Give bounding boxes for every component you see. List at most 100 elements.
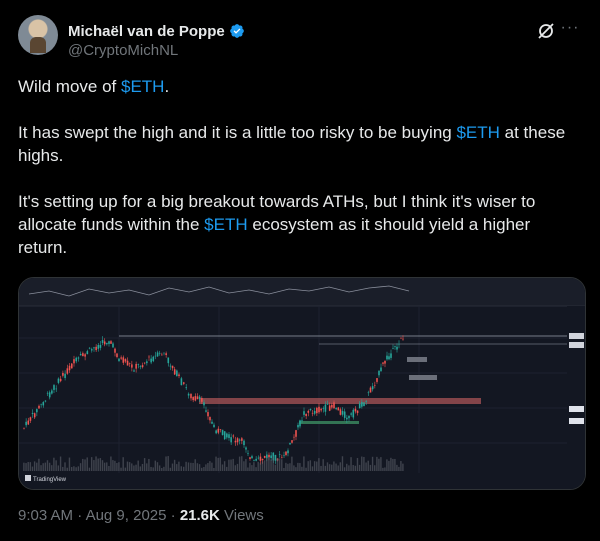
volume-bar: [126, 461, 129, 471]
volume-bar: [230, 459, 232, 471]
volume-bar: [316, 461, 318, 471]
cashtag-link[interactable]: $ETH: [204, 215, 248, 234]
volume-bar: [128, 462, 131, 471]
volume-bar: [396, 464, 398, 471]
volume-bar: [331, 464, 333, 471]
volume-bar: [141, 463, 144, 471]
author-handle[interactable]: @CryptoMichNL: [68, 42, 179, 59]
volume-bar: [223, 461, 226, 471]
volume-bar: [402, 463, 404, 471]
volume-bar: [209, 461, 211, 471]
cashtag-link[interactable]: $ETH: [120, 77, 165, 96]
candle-body: [108, 341, 110, 344]
volume-bar: [90, 457, 93, 471]
candle-body: [322, 408, 325, 409]
candle-body: [311, 412, 314, 414]
volume-bar: [247, 467, 249, 471]
cashtag-link[interactable]: $ETH: [456, 123, 500, 142]
candle-body: [297, 424, 299, 428]
candle-body: [27, 420, 30, 425]
volume-bar: [108, 465, 110, 471]
candle-body: [230, 437, 232, 443]
volume-bar: [51, 465, 53, 471]
candle-body: [205, 410, 207, 412]
label-box: [407, 357, 427, 362]
author-avatar[interactable]: [18, 15, 58, 55]
candle-body: [324, 404, 327, 412]
candle-body: [112, 343, 114, 348]
candle-body: [309, 408, 312, 411]
candle-body: [139, 366, 142, 367]
volume-bar: [226, 466, 228, 471]
volume-bar: [143, 458, 146, 471]
volume-bar: [309, 460, 312, 471]
volume-bar: [270, 459, 272, 471]
author-display-name[interactable]: Michaël van de Poppe: [68, 22, 225, 40]
volume-bar: [183, 466, 185, 471]
candle-body: [167, 357, 170, 364]
volume-bar: [320, 465, 322, 471]
volume-bar: [297, 462, 299, 471]
volume-bar: [238, 456, 241, 471]
tweet-media-chart[interactable]: TradingView: [18, 277, 586, 490]
volume-bar: [48, 462, 51, 471]
candle-body: [131, 364, 133, 368]
candle-body: [365, 401, 367, 403]
volume-bar: [133, 465, 135, 471]
volume-bar: [27, 462, 29, 471]
volume-bar: [287, 463, 289, 471]
price-tag: [569, 342, 584, 348]
candle-body: [241, 438, 243, 441]
candle-body: [62, 372, 64, 376]
candle-body: [402, 338, 404, 340]
candle-body: [198, 396, 201, 399]
tweet-date[interactable]: Aug 9, 2025: [85, 507, 167, 524]
volume-bar: [205, 464, 207, 471]
volume-bar: [57, 465, 60, 471]
volume-bar: [198, 464, 201, 471]
tweet-time[interactable]: 9:03 AM: [18, 507, 74, 524]
volume-bar: [139, 466, 142, 471]
volume-bar: [392, 458, 394, 471]
candle-body: [251, 456, 253, 459]
volume-bar: [101, 460, 104, 471]
volume-bar: [158, 465, 161, 471]
volume-bar: [88, 467, 91, 471]
candle-body: [217, 428, 220, 433]
candle-body: [281, 457, 283, 459]
volume-bar: [64, 462, 66, 471]
volume-bar: [243, 461, 245, 471]
volume-bar: [148, 458, 150, 471]
candle-body: [173, 369, 176, 375]
candle-body: [137, 364, 140, 365]
volume-bar: [354, 465, 357, 471]
candle-body: [339, 409, 342, 415]
candle-body: [274, 454, 277, 461]
candle-body: [101, 340, 104, 343]
volume-bar: [293, 465, 295, 471]
candle-body: [238, 439, 241, 441]
volume-bar: [299, 463, 301, 471]
volume-bar: [167, 456, 169, 471]
verified-badge-icon: [229, 24, 244, 38]
volume-bar: [350, 457, 352, 471]
more-icon[interactable]: ···: [560, 19, 580, 36]
volume-bar: [241, 456, 243, 471]
volume-bar: [369, 464, 372, 471]
volume-bar: [190, 462, 192, 471]
candle-body: [148, 356, 150, 358]
candle-body: [84, 354, 86, 357]
tweet-paragraph-3: It's setting up for a big breakout towar…: [18, 190, 584, 259]
candle-body: [261, 459, 264, 461]
volume-bar: [291, 456, 293, 471]
volume-bar: [25, 463, 27, 471]
label-box: [409, 375, 437, 380]
candle-body: [90, 349, 93, 351]
volume-bar: [236, 463, 239, 471]
volume-bar: [194, 459, 196, 471]
candle-body: [163, 352, 165, 354]
volume-bar: [217, 457, 219, 471]
grok-icon[interactable]: [536, 21, 556, 41]
volume-bar: [234, 465, 237, 471]
candle-body: [341, 411, 344, 415]
